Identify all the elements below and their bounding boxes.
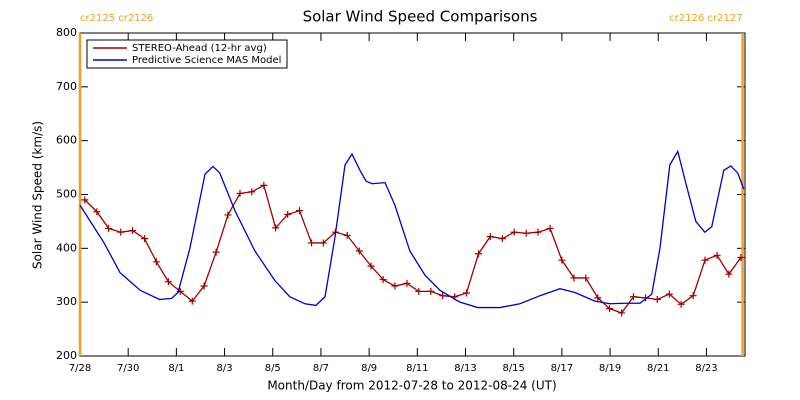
x-tick-label: 8/9 bbox=[361, 363, 377, 374]
series-line bbox=[79, 149, 745, 309]
legend-box bbox=[86, 39, 288, 69]
plus-marker bbox=[427, 287, 435, 295]
plus-marker bbox=[653, 295, 661, 303]
series-line bbox=[84, 184, 742, 314]
plus-marker bbox=[164, 278, 172, 286]
plus-marker bbox=[725, 270, 733, 278]
plus-marker bbox=[81, 196, 89, 204]
plus-marker bbox=[629, 293, 637, 301]
plus-marker bbox=[558, 256, 566, 264]
x-tick-label: 8/23 bbox=[695, 363, 717, 374]
plus-marker bbox=[689, 292, 697, 300]
plus-marker bbox=[713, 251, 721, 259]
plus-marker bbox=[355, 247, 363, 255]
plus-marker bbox=[129, 227, 137, 235]
plus-marker bbox=[295, 207, 303, 215]
plus-marker bbox=[677, 300, 685, 308]
plus-marker bbox=[105, 224, 113, 232]
plus-marker bbox=[701, 256, 709, 264]
plus-marker bbox=[212, 248, 220, 256]
chart-title: Solar Wind Speed Comparisons bbox=[303, 8, 538, 26]
plus-marker bbox=[486, 232, 494, 240]
y-tick-label: 600 bbox=[56, 134, 77, 147]
x-tick-label: 8/11 bbox=[406, 363, 428, 374]
plus-marker bbox=[284, 210, 292, 218]
plus-marker bbox=[379, 276, 387, 284]
plus-marker bbox=[188, 297, 196, 305]
plus-marker bbox=[260, 181, 268, 189]
plus-marker bbox=[391, 282, 399, 290]
plus-marker bbox=[152, 258, 160, 266]
x-tick-label: 8/13 bbox=[454, 363, 476, 374]
plot-frame bbox=[79, 32, 746, 357]
plus-marker bbox=[319, 239, 327, 247]
y-tick-label: 800 bbox=[56, 26, 77, 39]
plus-marker bbox=[618, 309, 626, 317]
plus-marker bbox=[570, 274, 578, 282]
plus-marker bbox=[522, 229, 530, 237]
y-tick-label: 300 bbox=[56, 295, 77, 308]
plus-marker bbox=[594, 294, 602, 302]
plus-marker bbox=[439, 292, 447, 300]
y-tick-label: 500 bbox=[56, 188, 77, 201]
plus-marker bbox=[224, 211, 232, 219]
x-tick-label: 8/17 bbox=[551, 363, 573, 374]
plus-marker bbox=[200, 282, 208, 290]
legend-label: STEREO-Ahead (12-hr avg) bbox=[132, 43, 267, 54]
y-tick-label: 700 bbox=[56, 80, 77, 93]
plus-marker bbox=[272, 224, 280, 232]
plus-marker bbox=[367, 262, 375, 270]
plus-marker bbox=[403, 279, 411, 287]
x-tick-label: 8/15 bbox=[502, 363, 524, 374]
legend-label: Predictive Science MAS Model bbox=[132, 55, 281, 66]
plus-marker bbox=[248, 188, 256, 196]
plus-marker bbox=[498, 235, 506, 243]
x-tick-label: 7/30 bbox=[117, 363, 139, 374]
plus-marker bbox=[510, 228, 518, 236]
plus-marker bbox=[546, 224, 554, 232]
plus-marker bbox=[534, 228, 542, 236]
plus-marker bbox=[582, 274, 590, 282]
plus-marker bbox=[462, 289, 470, 297]
y-tick-label: 400 bbox=[56, 241, 77, 254]
x-tick-label: 8/5 bbox=[265, 363, 281, 374]
x-tick-label: 8/7 bbox=[313, 363, 329, 374]
plus-marker bbox=[475, 250, 483, 258]
x-tick-label: 8/1 bbox=[168, 363, 184, 374]
y-axis-label: Solar Wind Speed (km/s) bbox=[31, 121, 45, 269]
x-tick-label: 7/28 bbox=[69, 363, 91, 374]
carrington-label: cr2125 cr2126 bbox=[80, 13, 153, 24]
plus-marker bbox=[141, 235, 149, 243]
x-tick-label: 8/3 bbox=[217, 363, 233, 374]
plus-marker bbox=[117, 228, 125, 236]
x-tick-label: 8/21 bbox=[647, 363, 669, 374]
x-axis-label: Month/Day from 2012-07-28 to 2012-08-24 … bbox=[267, 379, 556, 393]
y-tick-label: 200 bbox=[56, 349, 77, 362]
plus-marker bbox=[93, 208, 101, 216]
plus-marker bbox=[415, 287, 423, 295]
x-tick-label: 8/19 bbox=[599, 363, 621, 374]
plus-marker bbox=[236, 189, 244, 197]
plus-marker bbox=[606, 305, 614, 313]
plus-marker bbox=[308, 239, 316, 247]
plus-marker bbox=[343, 231, 351, 239]
plus-marker bbox=[737, 253, 745, 261]
carrington-label: cr2126 cr2127 bbox=[669, 13, 742, 24]
plus-marker bbox=[665, 290, 673, 298]
